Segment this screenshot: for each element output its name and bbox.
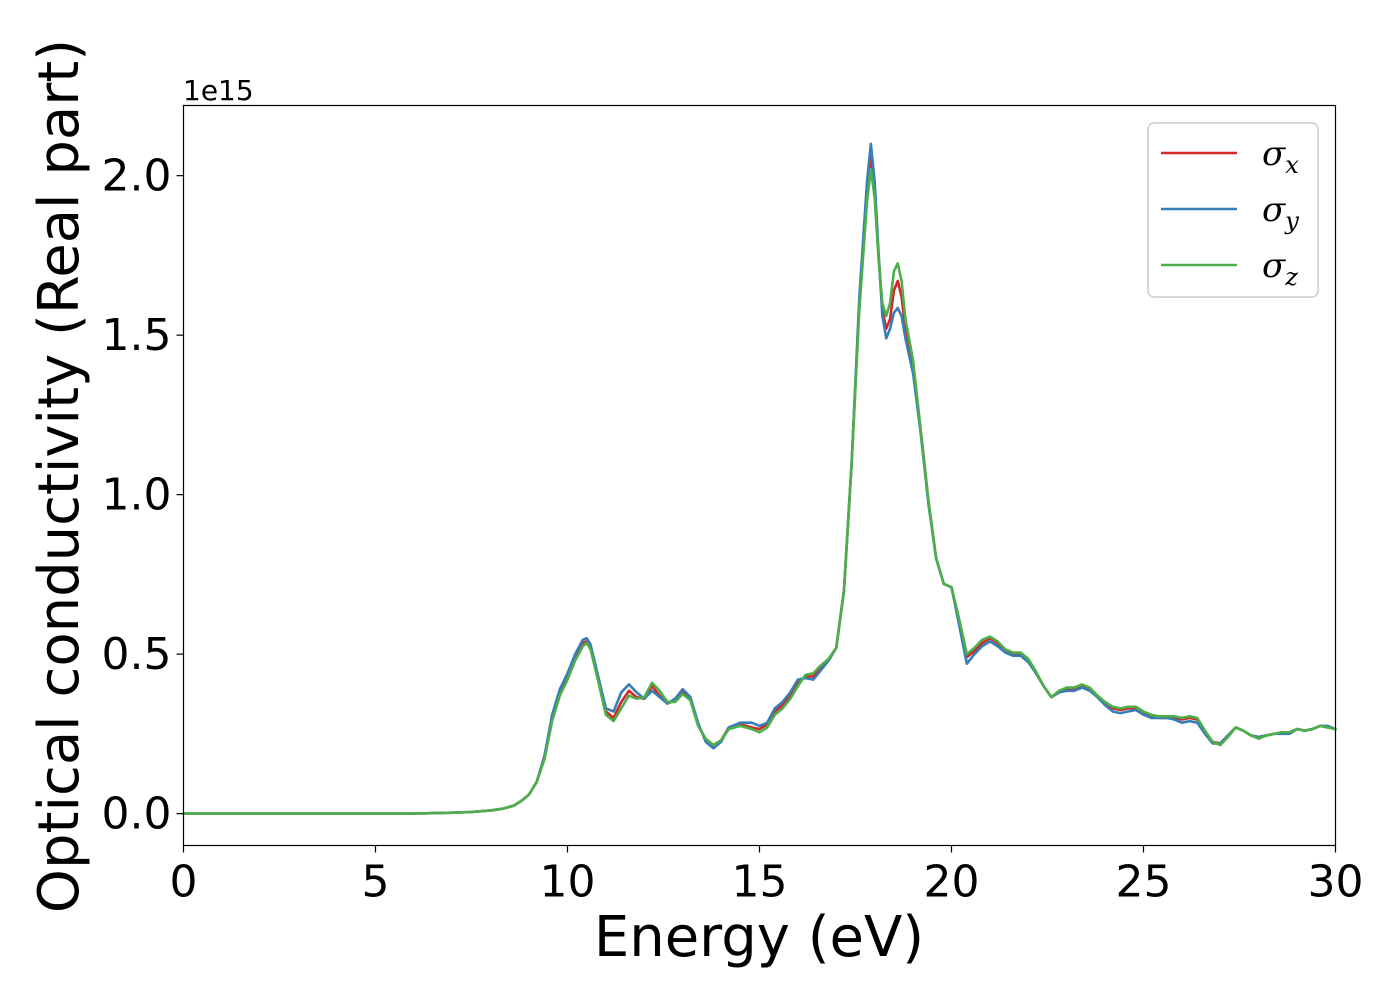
x-tick-label: 5 [362,857,390,908]
legend-label: σx [1262,134,1299,179]
y-tick-label: 1.5 [102,310,172,361]
x-tick-label: 15 [732,857,788,908]
x-tick-label: 20 [924,857,980,908]
y-tick-label: 0.0 [102,789,172,840]
legend: σx σy σz [1147,122,1319,298]
x-tick-label: 0 [170,857,198,908]
y-tick-label: 1.0 [102,470,172,521]
x-tick-label: 30 [1308,857,1364,908]
y-axis-offset-label: 1e15 [183,74,254,107]
y-tick-label: 0.5 [102,629,172,680]
series-line-2 [182,142,1337,815]
series-line-1 [182,155,1337,815]
x-tick-label: 25 [1116,857,1172,908]
series-line-3 [182,167,1337,815]
y-tick-label: 2.0 [102,151,172,202]
series-layer [182,142,1337,815]
x-axis-ticks: 0 5 10 15 20 25 30 [170,845,1364,908]
x-tick-label: 10 [540,857,596,908]
y-axis-ticks: 0.0 0.5 1.0 1.5 2.0 [102,151,184,840]
y-axis-label: Optical conductivity (Real part) [27,39,92,913]
legend-label: σy [1262,190,1299,235]
legend-label: σz [1262,246,1298,291]
x-axis-label: Energy (eV) [594,905,924,970]
